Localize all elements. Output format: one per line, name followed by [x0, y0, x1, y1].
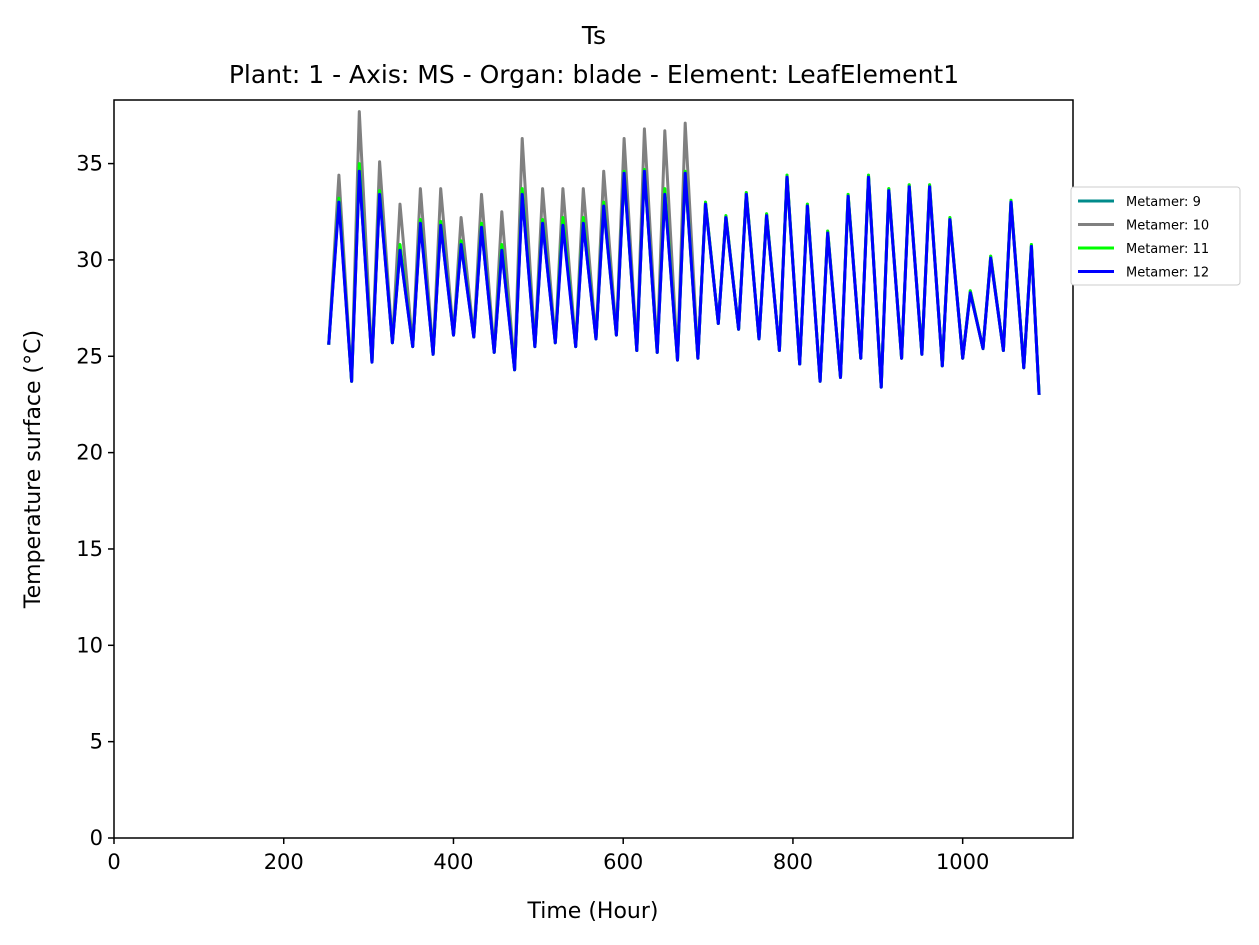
y-tick-label: 5 [90, 730, 103, 754]
legend-label: Metamer: 10 [1126, 219, 1209, 234]
y-tick-label: 20 [76, 441, 103, 465]
y-tick-label: 0 [90, 826, 103, 850]
y-tick-label: 15 [76, 537, 103, 561]
x-tick-label: 600 [603, 850, 643, 874]
y-tick-label: 30 [76, 248, 103, 272]
legend-items: Metamer: 9 Metamer: 10 Metamer: 11 Metamer:… [1078, 195, 1209, 281]
legend: Metamer: 9 Metamer: 10 Metamer: 11 Metamer:… [1070, 186, 1241, 286]
y-tick-label: 25 [76, 344, 103, 368]
axis-ticks: 0 200 400 600 800 1000 0 5 10 15 20 25 30 35 [76, 152, 989, 874]
x-tick-label: 0 [107, 850, 120, 874]
x-tick-label: 400 [433, 850, 473, 874]
plot-frame [113, 99, 1074, 839]
series-line-metamer-12 [327, 169, 1041, 395]
x-tick-label: 200 [264, 850, 304, 874]
chart-title: Ts [581, 21, 606, 50]
series-lines [327, 110, 1041, 395]
x-tick-label: 1000 [936, 850, 989, 874]
y-tick-label: 35 [76, 152, 103, 176]
chart-subtitle: Plant: 1 - Axis: MS - Organ: blade - Ele… [229, 60, 959, 89]
x-tick-label: 800 [773, 850, 813, 874]
series-line-metamer-10 [327, 110, 1041, 395]
y-axis-label: Temperature surface (°C) [21, 330, 46, 609]
y-tick-label: 10 [76, 633, 103, 657]
legend-box [1070, 186, 1241, 286]
x-axis-label: Time (Hour) [527, 899, 659, 924]
legend-label: Metamer: 11 [1126, 242, 1209, 257]
legend-label: Metamer: 9 [1126, 195, 1201, 210]
legend-label: Metamer: 12 [1126, 266, 1209, 281]
